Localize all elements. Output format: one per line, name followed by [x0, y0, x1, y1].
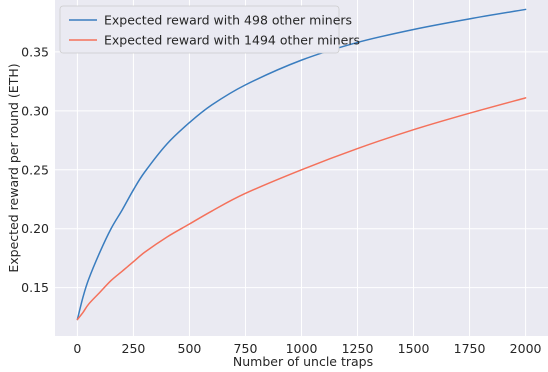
y-axis-label: Expected reward per round (ETH) — [6, 63, 21, 272]
x-tick-label: 1000 — [286, 341, 318, 356]
legend-label-1494-miners: Expected reward with 1494 other miners — [104, 33, 360, 48]
y-axis-ticks: 0.15 0.20 0.25 0.30 0.35 — [21, 44, 49, 295]
x-tick-label: 0 — [73, 341, 81, 356]
y-tick-label: 0.35 — [21, 44, 49, 59]
series-line-1494-miners — [76, 97, 527, 321]
legend-box — [59, 5, 340, 54]
x-tick-label: 1750 — [454, 341, 486, 356]
y-tick-label: 0.20 — [21, 221, 49, 236]
series-layer — [76, 8, 527, 321]
x-tick-label: 500 — [178, 341, 202, 356]
x-axis-ticks: 0 250 500 750 1000 1250 1500 1750 2000 — [73, 341, 541, 356]
x-tick-label: 2000 — [510, 341, 542, 356]
x-tick-label: 1250 — [342, 341, 374, 356]
legend: Expected reward with 498 other miners Ex… — [59, 5, 360, 54]
y-tick-label: 0.15 — [21, 280, 49, 295]
legend-label-498-miners: Expected reward with 498 other miners — [104, 13, 352, 28]
y-tick-label: 0.30 — [21, 103, 49, 118]
x-tick-label: 250 — [122, 341, 146, 356]
y-tick-label: 0.25 — [21, 162, 49, 177]
series-line-498-miners — [76, 8, 527, 321]
x-tick-label: 1500 — [398, 341, 430, 356]
x-axis-label: Number of uncle traps — [233, 354, 373, 369]
x-tick-label: 750 — [234, 341, 258, 356]
